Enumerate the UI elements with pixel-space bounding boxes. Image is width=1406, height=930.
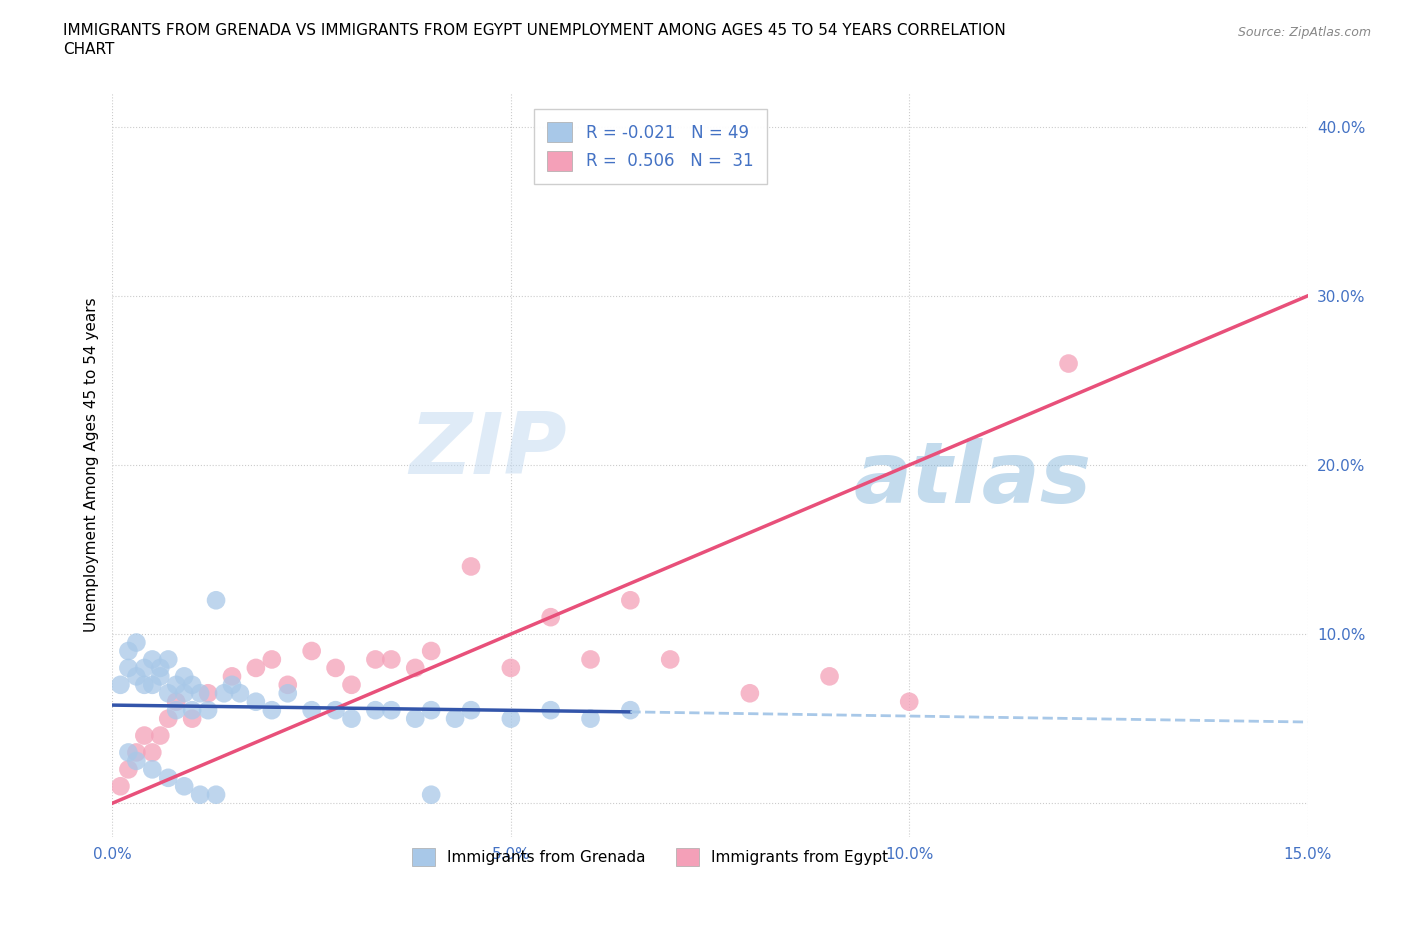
Point bbox=[157, 652, 180, 667]
Point bbox=[499, 711, 522, 726]
Point bbox=[141, 652, 163, 667]
Point bbox=[134, 728, 156, 743]
Text: atlas: atlas bbox=[853, 438, 1091, 522]
Point bbox=[188, 685, 211, 700]
Point bbox=[157, 685, 180, 700]
Point bbox=[340, 677, 363, 692]
Legend: Immigrants from Grenada, Immigrants from Egypt: Immigrants from Grenada, Immigrants from… bbox=[405, 840, 896, 874]
Point bbox=[619, 592, 641, 607]
Text: Source: ZipAtlas.com: Source: ZipAtlas.com bbox=[1237, 26, 1371, 39]
Point bbox=[260, 703, 283, 718]
Point bbox=[364, 652, 387, 667]
Point bbox=[125, 669, 148, 684]
Point bbox=[579, 711, 602, 726]
Point bbox=[117, 762, 139, 777]
Point bbox=[181, 711, 204, 726]
Point bbox=[165, 695, 187, 710]
Point bbox=[325, 660, 347, 675]
Point bbox=[540, 703, 562, 718]
Point bbox=[117, 660, 139, 675]
Point bbox=[245, 660, 267, 675]
Point bbox=[325, 703, 347, 718]
Point bbox=[1057, 356, 1080, 371]
Point bbox=[188, 788, 211, 803]
Point bbox=[420, 703, 443, 718]
Point bbox=[134, 677, 156, 692]
Point bbox=[165, 677, 187, 692]
Point bbox=[245, 695, 267, 710]
Point bbox=[157, 711, 180, 726]
Point bbox=[444, 711, 467, 726]
Point bbox=[205, 788, 228, 803]
Point bbox=[173, 778, 195, 793]
Point bbox=[229, 685, 252, 700]
Point bbox=[141, 762, 163, 777]
Point bbox=[659, 652, 682, 667]
Point bbox=[404, 711, 426, 726]
Point bbox=[420, 788, 443, 803]
Point bbox=[117, 745, 139, 760]
Point bbox=[157, 770, 180, 785]
Point bbox=[149, 669, 172, 684]
Point bbox=[260, 652, 283, 667]
Point bbox=[165, 703, 187, 718]
Point bbox=[277, 685, 299, 700]
Text: CHART: CHART bbox=[63, 42, 115, 57]
Point bbox=[619, 703, 641, 718]
Point bbox=[738, 685, 761, 700]
Point bbox=[173, 669, 195, 684]
Point bbox=[197, 703, 219, 718]
Y-axis label: Unemployment Among Ages 45 to 54 years: Unemployment Among Ages 45 to 54 years bbox=[83, 298, 98, 632]
Point bbox=[499, 660, 522, 675]
Point bbox=[141, 745, 163, 760]
Point bbox=[221, 677, 243, 692]
Point bbox=[340, 711, 363, 726]
Point bbox=[117, 644, 139, 658]
Point bbox=[149, 728, 172, 743]
Point bbox=[277, 677, 299, 692]
Point bbox=[134, 660, 156, 675]
Point bbox=[149, 660, 172, 675]
Point bbox=[181, 703, 204, 718]
Point bbox=[141, 677, 163, 692]
Point bbox=[110, 677, 132, 692]
Text: ZIP: ZIP bbox=[409, 408, 567, 492]
Text: IMMIGRANTS FROM GRENADA VS IMMIGRANTS FROM EGYPT UNEMPLOYMENT AMONG AGES 45 TO 5: IMMIGRANTS FROM GRENADA VS IMMIGRANTS FR… bbox=[63, 23, 1007, 38]
Point bbox=[212, 685, 235, 700]
Point bbox=[110, 778, 132, 793]
Point bbox=[125, 745, 148, 760]
Point bbox=[173, 685, 195, 700]
Point bbox=[380, 703, 402, 718]
Point bbox=[540, 610, 562, 625]
Point bbox=[404, 660, 426, 675]
Point bbox=[818, 669, 841, 684]
Point bbox=[181, 677, 204, 692]
Point bbox=[125, 753, 148, 768]
Point bbox=[420, 644, 443, 658]
Point bbox=[898, 695, 921, 710]
Point bbox=[364, 703, 387, 718]
Point bbox=[380, 652, 402, 667]
Point bbox=[221, 669, 243, 684]
Point bbox=[205, 592, 228, 607]
Point bbox=[301, 644, 323, 658]
Point bbox=[301, 703, 323, 718]
Point bbox=[460, 703, 482, 718]
Point bbox=[460, 559, 482, 574]
Point bbox=[125, 635, 148, 650]
Point bbox=[579, 652, 602, 667]
Point bbox=[197, 685, 219, 700]
